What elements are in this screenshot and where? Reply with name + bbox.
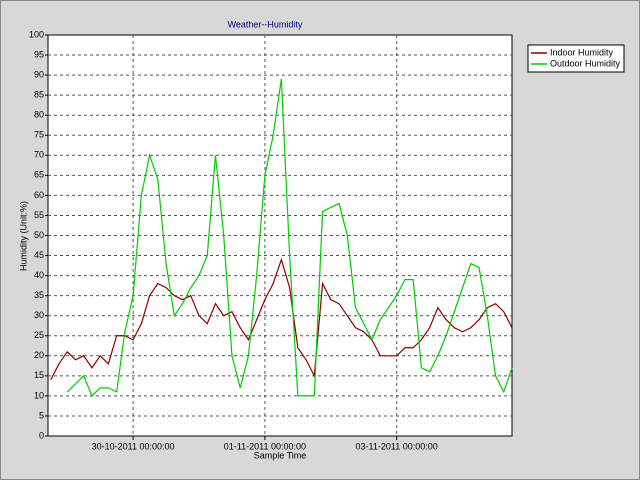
legend-label: Outdoor Humidity — [550, 58, 621, 68]
x-tick-label: 01-11-2011 00:00:00 — [224, 441, 306, 451]
y-tick-label: 10 — [34, 390, 44, 400]
y-tick-label: 65 — [34, 170, 44, 180]
series-line — [50, 257, 513, 381]
y-tick-label: 0 — [39, 430, 44, 440]
x-axis-label: Sample Time — [254, 450, 307, 460]
y-tick-label: 5 — [39, 410, 44, 420]
y-tick-label: 55 — [34, 210, 44, 220]
y-tick-label: 60 — [34, 190, 44, 200]
chart-title: Weather--Humidity — [228, 19, 303, 29]
y-tick-label: 45 — [34, 250, 44, 260]
y-axis-label: Humidity (Unit:%) — [18, 201, 28, 271]
y-tick-label: 75 — [34, 130, 44, 140]
y-tick-label: 30 — [34, 310, 44, 320]
y-tick-label: 40 — [34, 270, 44, 280]
y-tick-label: 90 — [34, 69, 44, 79]
y-tick-label: 25 — [34, 330, 44, 340]
y-tick-label: 95 — [34, 49, 44, 59]
y-tick-label: 20 — [34, 350, 44, 360]
series-line — [66, 79, 513, 397]
y-tick-label: 70 — [34, 150, 44, 160]
plot-area — [47, 34, 513, 437]
legend-label: Indoor Humidity — [550, 47, 614, 57]
x-tick-label: 03-11-2011 00:00:00 — [356, 441, 438, 451]
y-tick-label: 15 — [34, 370, 44, 380]
y-tick-label: 50 — [34, 230, 44, 240]
y-tick-label: 35 — [34, 290, 44, 300]
x-tick-label: 30-10-2011 00:00:00 — [92, 441, 175, 451]
y-tick-label: 100 — [29, 29, 44, 39]
y-tick-label: 85 — [34, 90, 44, 100]
y-tick-label: 80 — [34, 110, 44, 120]
legend — [527, 44, 625, 73]
